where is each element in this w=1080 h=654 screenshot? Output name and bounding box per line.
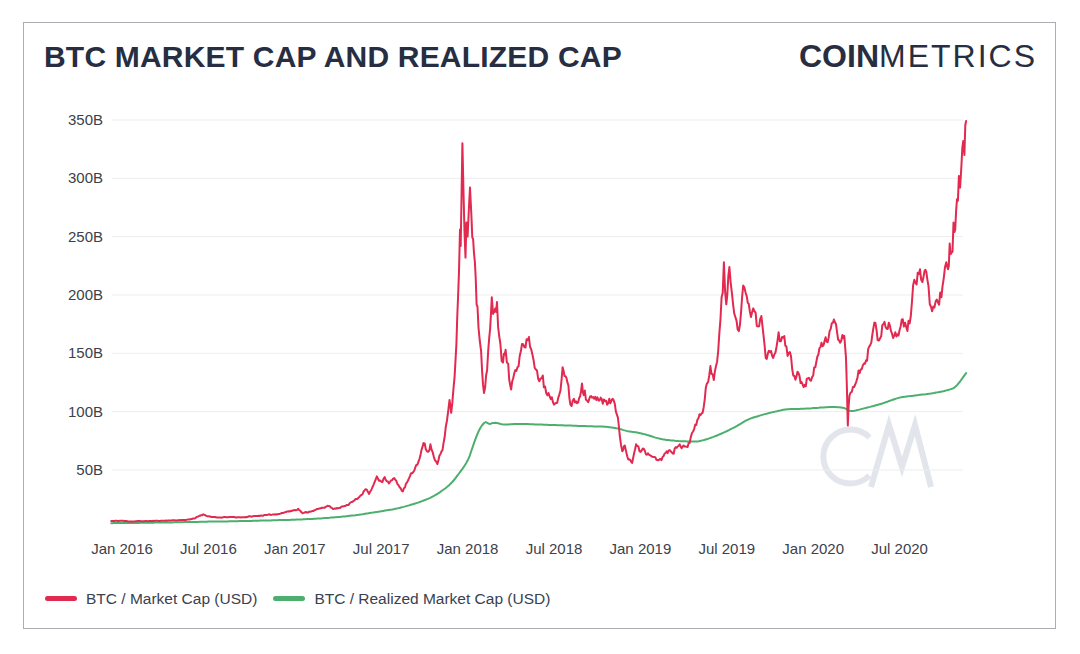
x-tick-label: Jan 2020 (782, 541, 844, 556)
x-tick-label: Jul 2016 (180, 541, 237, 556)
y-tick-label: 300B (0, 170, 103, 185)
y-tick-label: 250B (0, 229, 103, 244)
legend-label-market-cap: BTC / Market Cap (USD) (86, 591, 257, 607)
y-tick-label: 100B (0, 404, 103, 419)
legend-item-market-cap: BTC / Market Cap (USD) (45, 591, 257, 607)
coinmetrics-logo: COINMETRICS (799, 40, 1037, 72)
watermark-c (823, 429, 869, 483)
y-tick-label: 350B (0, 112, 103, 127)
y-tick-label: 50B (0, 462, 103, 477)
y-tick-label: 150B (0, 345, 103, 360)
logo-coin: COIN (799, 38, 879, 74)
legend-label-realized-cap: BTC / Realized Market Cap (USD) (314, 591, 550, 607)
y-tick-label: 200B (0, 287, 103, 302)
x-tick-label: Jul 2019 (698, 541, 755, 556)
x-tick-label: Jul 2018 (526, 541, 583, 556)
market-cap-line-swatch (45, 596, 77, 601)
x-tick-label: Jan 2016 (91, 541, 153, 556)
legend: BTC / Market Cap (USD) BTC / Realized Ma… (45, 591, 550, 607)
legend-item-realized-cap: BTC / Realized Market Cap (USD) (273, 591, 550, 607)
realized-cap-line (111, 373, 966, 523)
cm-watermark-icon (823, 425, 931, 487)
realized-cap-line-swatch (273, 596, 305, 601)
market-cap-line (111, 121, 966, 521)
x-tick-label: Jan 2017 (264, 541, 326, 556)
x-tick-label: Jan 2018 (437, 541, 499, 556)
watermark-m (871, 425, 931, 487)
x-tick-label: Jul 2020 (871, 541, 928, 556)
x-tick-label: Jan 2019 (610, 541, 672, 556)
chart-title: BTC MARKET CAP AND REALIZED CAP (44, 42, 622, 72)
x-tick-label: Jul 2017 (353, 541, 410, 556)
logo-metrics: METRICS (879, 38, 1037, 74)
